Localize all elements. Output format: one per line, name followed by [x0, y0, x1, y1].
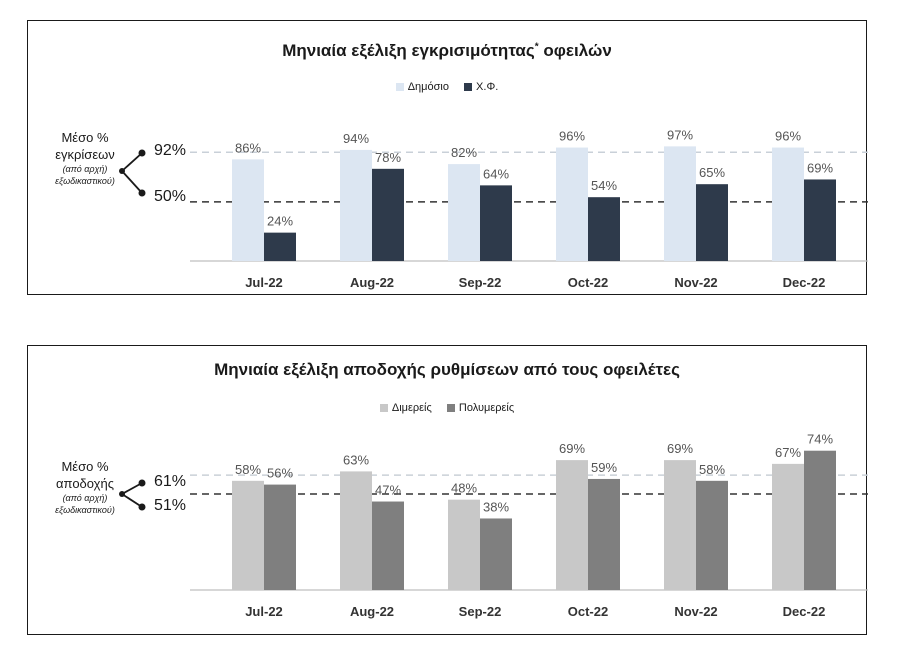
x-tick-label: Oct-22	[568, 275, 608, 290]
side-label-line: εγκρίσεων	[55, 147, 115, 162]
bar-series1	[772, 463, 804, 590]
chart-legend: Διμερείς Πολυμερείς	[28, 402, 866, 414]
bar-chart-approval: 86% 24% Jul-22 94% 78% Aug-22 82% 64% Sep-22 96% 5…	[190, 127, 868, 290]
bar-series2	[696, 184, 728, 261]
legend-item: Χ.Φ.	[464, 81, 498, 93]
bracket-icon	[119, 149, 146, 197]
bar-series1	[556, 460, 588, 590]
data-label: 47%	[375, 483, 401, 498]
data-label: 74%	[807, 432, 833, 447]
bar-series2	[264, 232, 296, 261]
side-label-note: (από αρχή)	[62, 164, 108, 174]
bar-series1	[340, 149, 372, 261]
legend-label: Πολυμερείς	[458, 402, 515, 414]
legend-label: Δημόσιο	[407, 81, 449, 93]
data-label: 67%	[775, 445, 801, 460]
bar-series1	[340, 471, 372, 590]
chart-title-suffix: οφειλών	[543, 41, 612, 60]
data-label: 38%	[483, 499, 509, 514]
side-label-line: αποδοχής	[56, 476, 114, 491]
x-tick-label: Nov-22	[674, 275, 717, 290]
bar-series1	[448, 164, 480, 261]
data-label: 96%	[775, 129, 801, 144]
chart-title: Μηνιαία εξέλιξη αποδοχής ρυθμίσεων από τ…	[214, 360, 680, 379]
chart-title-text: Μηνιαία εξέλιξη εγκρισιμότητας	[282, 41, 535, 60]
legend-item: Δημόσιο	[395, 81, 449, 93]
x-tick-label: Sep-22	[459, 604, 502, 619]
x-tick-label: Jul-22	[245, 275, 283, 290]
data-label: 86%	[235, 140, 261, 155]
legend-label: Διμερείς	[391, 402, 432, 414]
side-label: Μέσο % εγκρίσεων (από αρχή) εξωδικαστικο…	[30, 129, 140, 187]
data-label: 94%	[343, 131, 369, 146]
data-label: 24%	[267, 214, 293, 229]
x-tick-label: Jul-22	[245, 604, 283, 619]
bar-series1	[664, 146, 696, 261]
bar-series2	[804, 179, 836, 261]
data-label: 69%	[667, 441, 693, 456]
legend-item: Πολυμερείς	[446, 402, 515, 414]
x-tick-label: Sep-22	[459, 275, 502, 290]
chart-panel-acceptance: Μηνιαία εξέλιξη αποδοχής ρυθμίσεων από τ…	[27, 345, 868, 635]
legend-swatch	[379, 404, 388, 412]
bar-series2	[696, 480, 728, 590]
x-tick-label: Oct-22	[568, 604, 608, 619]
x-tick-label: Dec-22	[783, 275, 826, 290]
legend-swatch	[464, 83, 473, 91]
data-label: 56%	[267, 466, 293, 481]
bracket-icon	[119, 479, 146, 511]
x-tick-label: Dec-22	[783, 604, 826, 619]
bar-series2	[372, 501, 404, 590]
data-label: 59%	[591, 460, 617, 475]
reference-value-high: 61%	[154, 473, 187, 490]
side-label-note: εξωδικαστικού)	[55, 505, 115, 515]
bar-series2	[372, 168, 404, 261]
x-tick-label: Nov-22	[674, 604, 717, 619]
bar-series2	[480, 185, 512, 261]
side-label: Μέσο % αποδοχής (από αρχή) εξωδικαστικού…	[30, 458, 140, 516]
reference-value-low: 51%	[154, 497, 187, 514]
data-label: 96%	[559, 129, 585, 144]
data-label: 58%	[235, 462, 261, 477]
data-label: 48%	[451, 481, 477, 496]
data-label: 78%	[375, 150, 401, 165]
chart-legend: Δημόσιο Χ.Φ.	[28, 81, 866, 93]
bar-series2	[588, 478, 620, 590]
data-label: 54%	[591, 178, 617, 193]
legend-item: Διμερείς	[379, 402, 432, 414]
data-label: 65%	[699, 165, 725, 180]
side-label-note: εξωδικαστικού)	[55, 176, 115, 186]
reference-value-high: 92%	[154, 142, 187, 159]
x-tick-label: Aug-22	[350, 275, 394, 290]
bar-series1	[448, 499, 480, 590]
data-label: 69%	[559, 441, 585, 456]
data-label: 63%	[343, 452, 369, 467]
reference-value-low: 50%	[154, 188, 187, 205]
legend-swatch	[446, 404, 455, 412]
chart-panel-approval: Μηνιαία εξέλιξη εγκρισιμότητας* οφειλών …	[27, 20, 868, 295]
bar-series2	[804, 450, 836, 590]
data-label: 64%	[483, 166, 509, 181]
data-label: 69%	[807, 160, 833, 175]
bar-series1	[232, 159, 264, 261]
bar-series1	[232, 480, 264, 590]
bar-series2	[264, 484, 296, 590]
legend-label: Χ.Φ.	[476, 81, 499, 93]
bar-series1	[556, 147, 588, 261]
data-label: 58%	[699, 462, 725, 477]
data-label: 97%	[667, 127, 693, 142]
legend-swatch	[395, 83, 404, 91]
side-label-note: (από αρχή)	[62, 493, 108, 503]
chart-title-footnote-mark: *	[534, 41, 539, 53]
side-label-line: Μέσο %	[61, 130, 109, 145]
data-label: 82%	[451, 145, 477, 160]
bar-series1	[664, 460, 696, 590]
bar-chart-acceptance: 58% 56% Jul-22 63% 47% Aug-22 48% 38% Sep-22 69% 5…	[190, 432, 868, 619]
bar-series2	[480, 518, 512, 590]
side-label-line: Μέσο %	[61, 459, 109, 474]
bar-series1	[772, 147, 804, 261]
bar-series2	[588, 197, 620, 261]
chart-title: Μηνιαία εξέλιξη εγκρισιμότητας* οφειλών	[28, 41, 866, 61]
x-tick-label: Aug-22	[350, 604, 394, 619]
